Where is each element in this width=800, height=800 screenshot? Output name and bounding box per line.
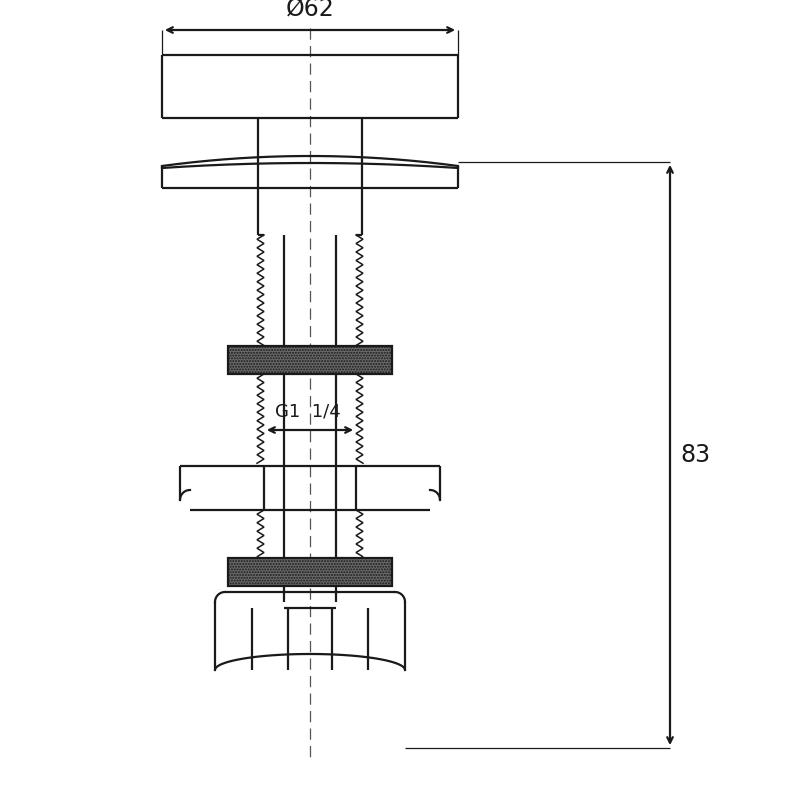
Text: G1  1/4: G1 1/4 — [275, 402, 341, 420]
Bar — [228, 558, 392, 586]
Bar — [228, 346, 392, 374]
Text: Ø62: Ø62 — [286, 0, 334, 20]
Text: 83: 83 — [680, 443, 710, 467]
